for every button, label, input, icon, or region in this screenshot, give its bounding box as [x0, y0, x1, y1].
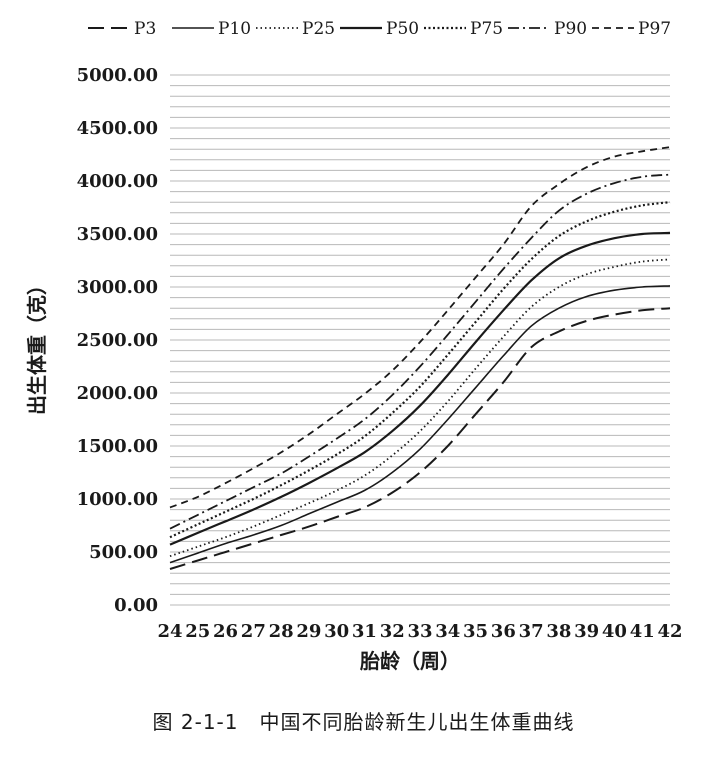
x-tick-label: 24: [157, 621, 182, 642]
figure-caption: 图 2-1-1 中国不同胎龄新生儿出生体重曲线: [152, 710, 575, 734]
x-tick-label: 28: [269, 621, 294, 642]
x-tick-label: 26: [213, 621, 238, 642]
series-line-p50: [169, 231, 671, 546]
y-axis-title: 出生体重（克）: [25, 275, 49, 415]
series-lines: [169, 146, 671, 570]
series-line-p97: [169, 146, 671, 509]
x-axis-ticks: 24 25 26 27 28 29 30 31 32 33 34 35 36 37 38 39 40 41 42: [157, 621, 682, 642]
y-tick-label: 5000.00: [77, 65, 158, 86]
legend-label-p3: P3: [134, 19, 156, 39]
growth-chart: 0.00 500.00 1000.00 1500.00 2000.00 2500.00 30…: [25, 19, 683, 673]
y-tick-label: 1000.00: [77, 489, 158, 510]
series-line-p25: [169, 258, 671, 558]
y-tick-label: 2000.00: [77, 383, 158, 404]
legend: P3 P10 P25 P50 P75 P90 P97: [88, 19, 671, 39]
legend-label-p25: P25: [302, 19, 335, 39]
y-tick-label: 2500.00: [77, 330, 158, 351]
y-tick-label: 4500.00: [77, 118, 158, 139]
x-tick-label: 37: [519, 621, 544, 642]
x-tick-label: 40: [602, 621, 627, 642]
x-tick-label: 31: [352, 621, 377, 642]
x-tick-label: 36: [491, 621, 516, 642]
x-tick-label: 35: [463, 621, 488, 642]
legend-label-p75: P75: [470, 19, 503, 39]
x-tick-label: 25: [185, 621, 210, 642]
x-tick-label: 38: [546, 621, 571, 642]
x-tick-label: 32: [380, 621, 405, 642]
legend-label-p50: P50: [386, 19, 419, 39]
x-tick-label: 41: [630, 621, 655, 642]
y-tick-label: 500.00: [89, 542, 158, 563]
y-tick-label: 4000.00: [77, 171, 158, 192]
x-tick-label: 33: [407, 621, 432, 642]
x-tick-label: 42: [657, 621, 682, 642]
legend-label-p90: P90: [554, 19, 587, 39]
y-tick-label: 0.00: [114, 595, 158, 616]
legend-label-p10: P10: [218, 19, 251, 39]
x-tick-label: 30: [324, 621, 349, 642]
y-tick-label: 3500.00: [77, 224, 158, 245]
series-line-p75: [169, 201, 671, 539]
x-axis-title: 胎龄（周）: [359, 649, 460, 673]
legend-label-p97: P97: [638, 19, 671, 39]
series-line-p3: [169, 307, 671, 570]
x-tick-label: 27: [241, 621, 266, 642]
series-line-p90: [169, 173, 671, 530]
x-tick-label: 29: [296, 621, 321, 642]
y-axis-ticks: 0.00 500.00 1000.00 1500.00 2000.00 2500.00 30…: [77, 65, 158, 616]
series-line-p10: [169, 285, 671, 564]
y-tick-label: 3000.00: [77, 277, 158, 298]
x-tick-label: 39: [574, 621, 599, 642]
y-tick-label: 1500.00: [77, 436, 158, 457]
x-tick-label: 34: [435, 621, 460, 642]
grid: [170, 74, 670, 606]
